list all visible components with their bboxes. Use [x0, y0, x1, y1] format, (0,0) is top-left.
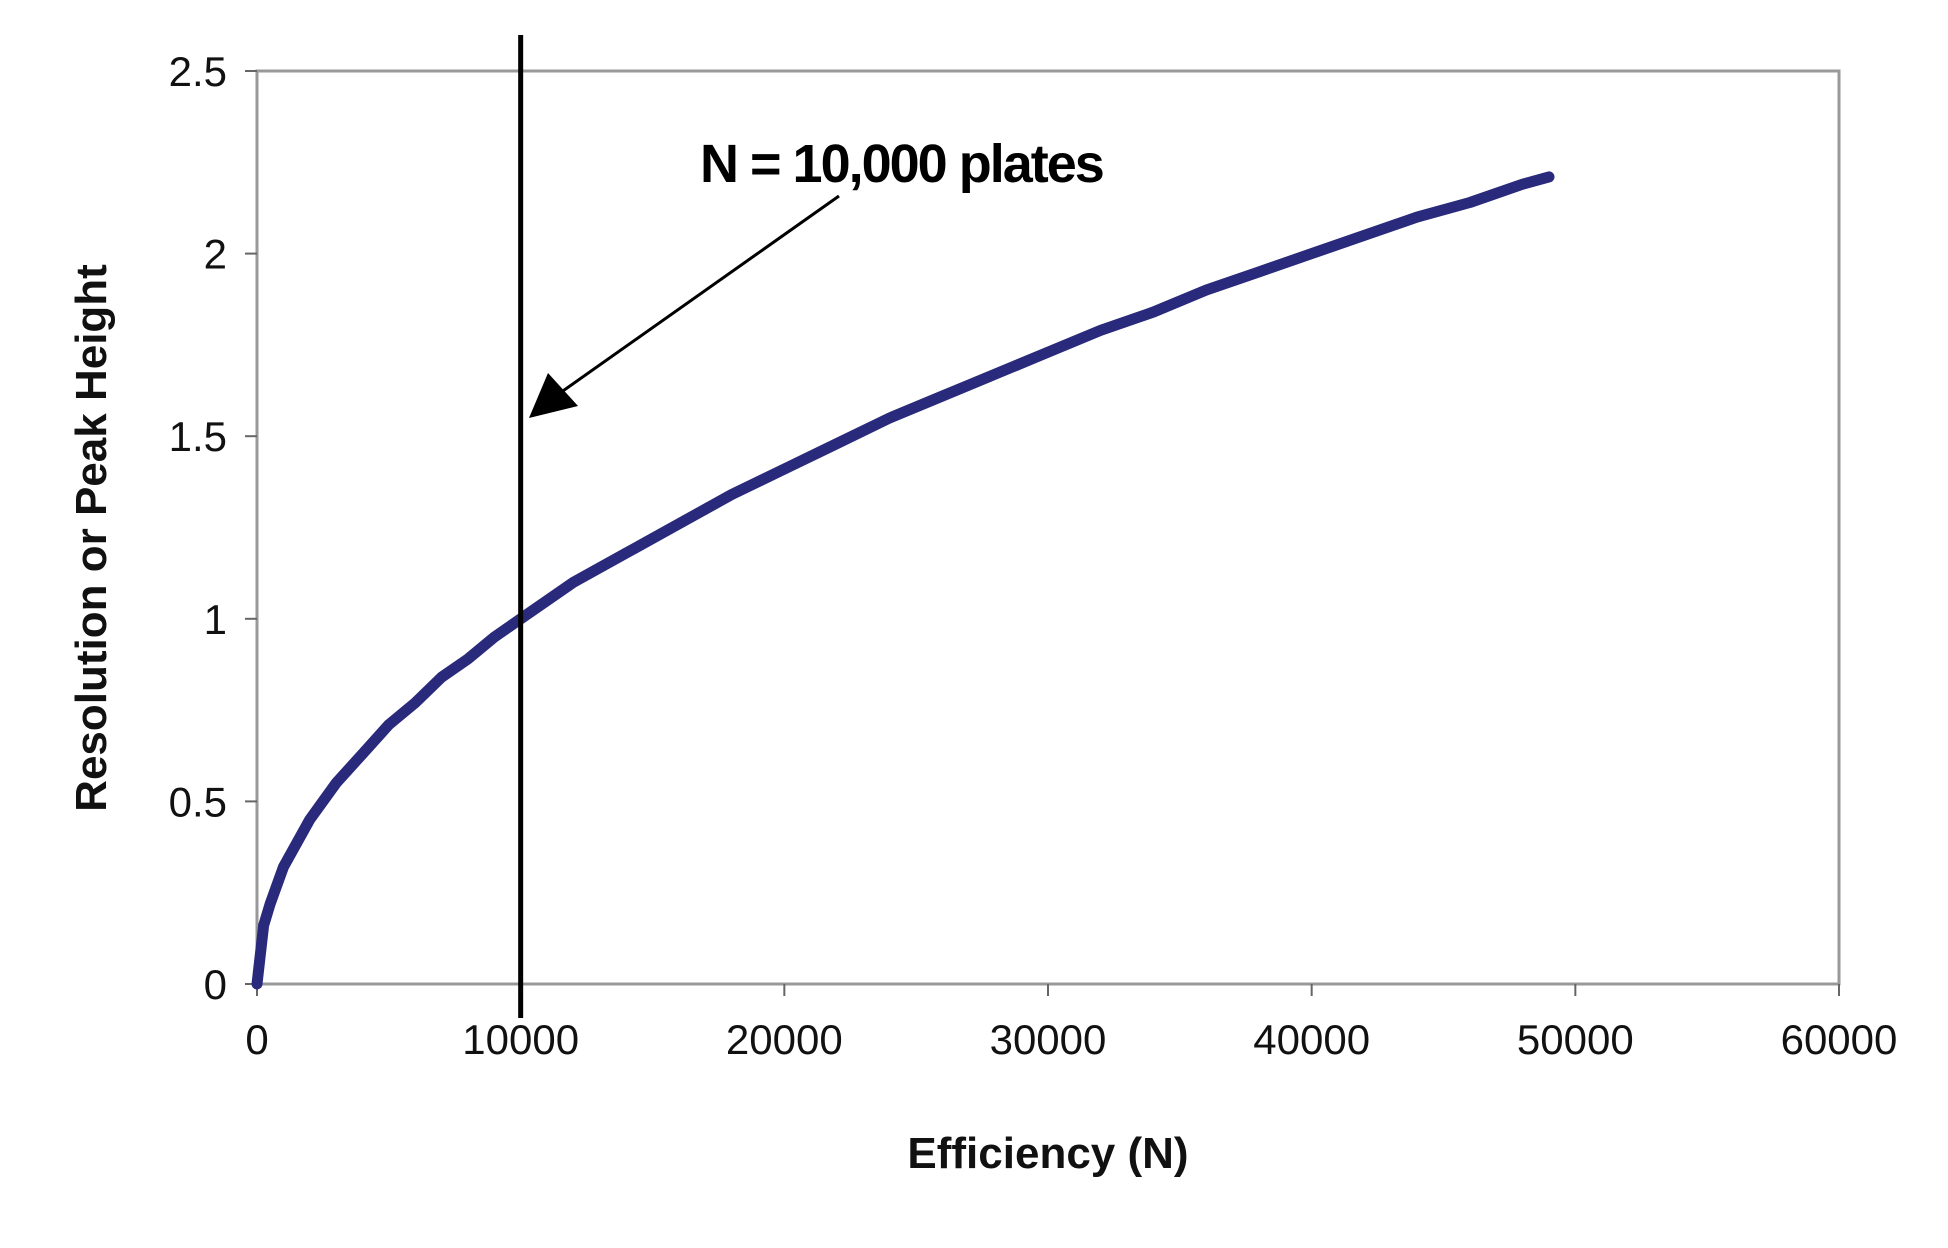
y-tick-label: 1.5: [169, 413, 227, 460]
series-line: [251, 171, 1555, 990]
y-axis: 0 0.5 1 1.5 2 2.5: [169, 48, 257, 1008]
x-tick-label: 20000: [726, 1016, 843, 1063]
x-tick-label: 40000: [1253, 1016, 1370, 1063]
y-tick-label: 0.5: [169, 778, 227, 825]
x-axis: 0 10000 20000 30000 40000 50000 60000: [245, 984, 1897, 1063]
annotation-label: N = 10,000 plates: [700, 134, 1103, 194]
y-tick-label: 1: [204, 596, 227, 643]
x-tick-label: 50000: [1517, 1016, 1634, 1063]
x-tick-label: 0: [245, 1016, 268, 1063]
x-tick-label: 60000: [1781, 1016, 1898, 1063]
y-tick-label: 0: [204, 961, 227, 1008]
x-tick-label: 30000: [990, 1016, 1107, 1063]
x-axis-label: Efficiency (N): [907, 1129, 1188, 1178]
y-tick-label: 2: [204, 231, 227, 278]
y-tick-label: 2.5: [169, 48, 227, 95]
arrowhead-icon: [529, 373, 578, 418]
plot-area: [255, 69, 1841, 986]
x-tick-label: 10000: [462, 1016, 579, 1063]
y-axis-label: Resolution or Peak Height: [67, 264, 116, 812]
annotation-arrow: [559, 194, 840, 395]
